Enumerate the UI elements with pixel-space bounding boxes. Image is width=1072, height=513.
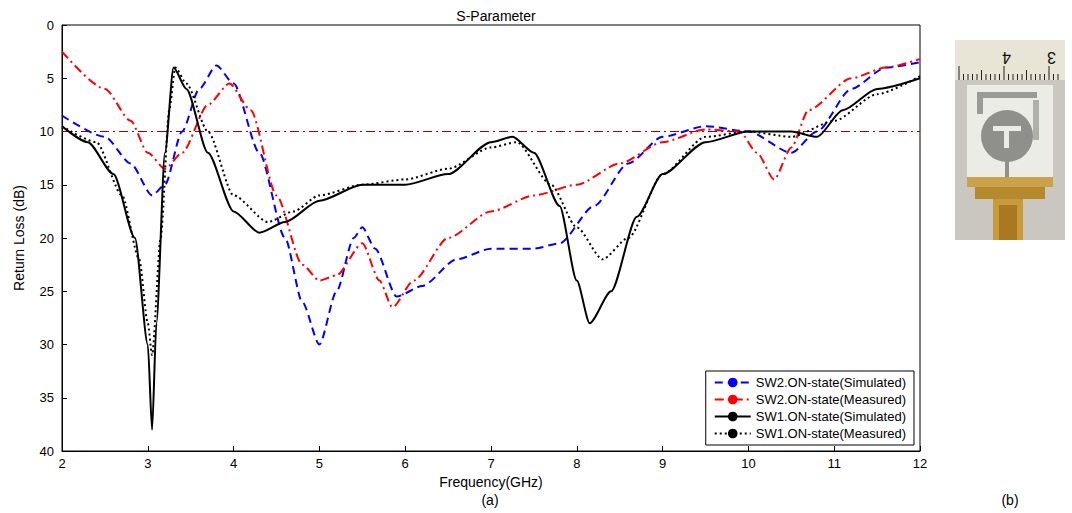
svg-text:3: 3 (144, 456, 151, 471)
svg-text:2: 2 (58, 456, 65, 471)
svg-text:11: 11 (827, 456, 841, 471)
svg-text:SW2.ON-state(Simulated): SW2.ON-state(Simulated) (756, 375, 906, 390)
svg-text:25: 25 (40, 284, 54, 299)
svg-text:12: 12 (913, 456, 927, 471)
svg-text:40: 40 (40, 444, 54, 459)
html-text:(b): (b) (1001, 492, 1019, 508)
svg-text:S-Parameter: S-Parameter (456, 8, 536, 24)
html-text:(a): (a) (481, 492, 499, 508)
svg-text:30: 30 (40, 337, 54, 352)
svg-text:4: 4 (1002, 49, 1011, 66)
svg-text:SW2.ON-state(Measured): SW2.ON-state(Measured) (756, 392, 906, 407)
svg-text:9: 9 (659, 456, 666, 471)
svg-text:20: 20 (40, 231, 54, 246)
svg-text:6: 6 (402, 456, 409, 471)
svg-text:10: 10 (741, 456, 755, 471)
svg-text:Frequency(GHz): Frequency(GHz) (439, 474, 542, 490)
svg-text:5: 5 (47, 71, 54, 86)
svg-text:7: 7 (487, 456, 494, 471)
svg-text:SW1.ON-state(Measured): SW1.ON-state(Measured) (756, 426, 906, 441)
svg-text:0: 0 (47, 18, 54, 33)
svg-text:35: 35 (40, 390, 54, 405)
svg-text:3: 3 (1047, 49, 1056, 66)
svg-text:4: 4 (230, 456, 237, 471)
svg-text:10: 10 (40, 124, 54, 139)
svg-text:15: 15 (40, 177, 54, 192)
svg-text:Return Loss (dB): Return Loss (dB) (11, 185, 27, 291)
svg-text:SW1.ON-state(Simulated): SW1.ON-state(Simulated) (756, 409, 906, 424)
svg-text:8: 8 (573, 456, 580, 471)
svg-text:5: 5 (316, 456, 323, 471)
